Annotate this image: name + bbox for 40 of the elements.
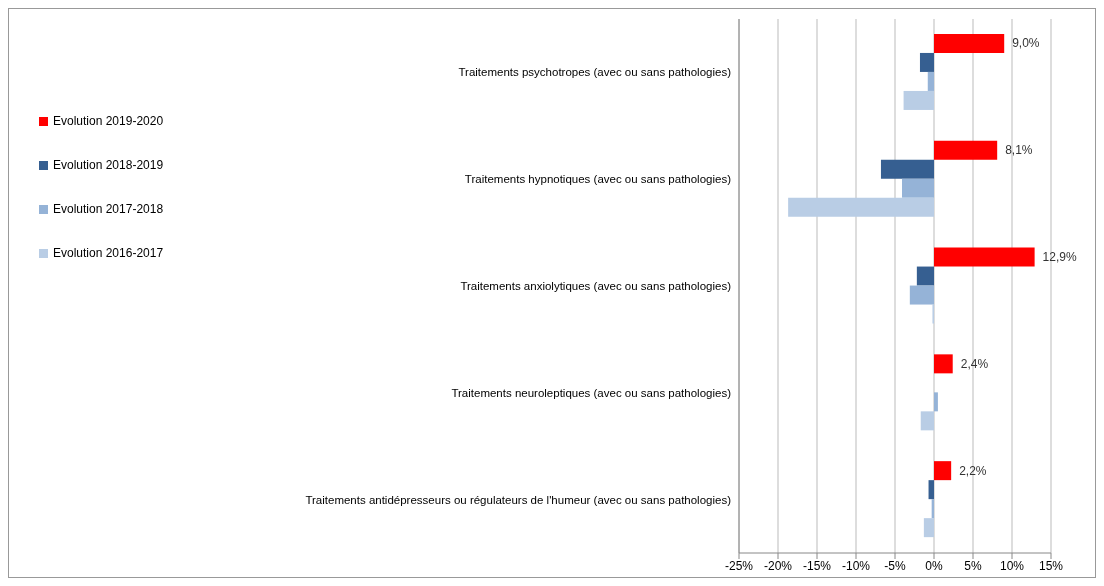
x-tick-label: -5% [884, 558, 906, 573]
y-tick-label: Traitements neuroleptiques (avec ou sans pathologies) [451, 386, 732, 399]
bar [909, 285, 934, 305]
x-tick-label: -10% [841, 558, 871, 573]
data-label: 9,0% [1012, 36, 1040, 51]
bar [880, 159, 934, 179]
y-tick-label: Traitements antidépresseurs ou régulateurs de l'humeur (avec ou sans pathologies) [305, 493, 732, 506]
x-tick-label: 5% [964, 558, 982, 573]
bar [934, 247, 1035, 267]
data-label: 2,4% [960, 356, 989, 371]
x-tick-label: -20% [763, 558, 793, 573]
legend-label: Evolution 2019-2020 [53, 113, 164, 130]
bar [923, 518, 934, 538]
legend-label: Evolution 2017-2018 [53, 201, 164, 218]
bar [934, 461, 952, 481]
legend-label: Evolution 2018-2019 [53, 157, 164, 174]
y-tick-label: Traitements hypnotiques (avec ou sans pathologies) [464, 173, 732, 186]
x-tick-label: 10% [999, 558, 1025, 573]
data-label: 12,9% [1042, 250, 1077, 265]
x-tick-label: -25% [724, 558, 754, 573]
bar [916, 266, 934, 286]
data-label: 2,2% [959, 463, 987, 478]
y-tick-label: Traitements psychotropes (avec ou sans pathologies) [458, 66, 732, 79]
bar [934, 354, 953, 374]
bar [902, 178, 934, 198]
x-tick-label: 0% [925, 558, 943, 573]
bar [920, 411, 934, 431]
x-tick-label: -15% [802, 558, 832, 573]
bar [927, 71, 934, 91]
bar [903, 90, 934, 110]
bar [934, 392, 938, 412]
y-tick-label: Traitements anxiolytiques (avec ou sans pathologies) [460, 280, 732, 293]
data-label: 8,1% [1005, 143, 1033, 158]
bar [934, 140, 998, 160]
legend-label: Evolution 2016-2017 [53, 245, 164, 262]
bar [919, 52, 934, 72]
x-tick-label: 15% [1038, 558, 1064, 573]
bar [928, 480, 934, 500]
bar [788, 197, 934, 217]
bar [934, 33, 1005, 53]
